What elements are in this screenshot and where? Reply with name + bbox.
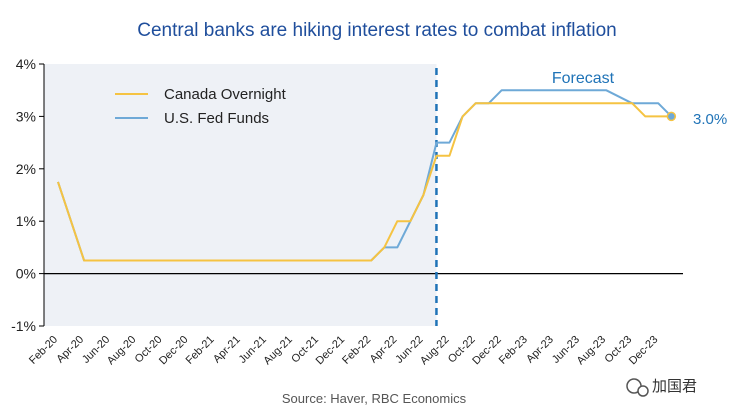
watermark: 加国君 — [626, 377, 697, 397]
x-tick-label: Feb-22 — [340, 334, 373, 367]
watermark-text: 加国君 — [652, 377, 697, 395]
x-tick-label: Aug-21 — [261, 334, 295, 368]
x-tick-label: Dec-21 — [314, 334, 348, 368]
x-tick-label: Apr-21 — [211, 334, 243, 366]
x-tick-label: Feb-20 — [27, 334, 60, 367]
legend-label-canada: Canada Overnight — [164, 86, 287, 103]
x-tick-label: Apr-23 — [524, 334, 556, 366]
x-tick-label: Dec-20 — [157, 334, 191, 368]
y-tick-label: 1% — [16, 213, 36, 229]
historical-shade — [44, 64, 437, 326]
end-value-label: 3.0% — [693, 111, 727, 128]
x-axis-ticks: Feb-20Apr-20Jun-20Aug-20Oct-20Dec-20Feb-… — [27, 334, 660, 368]
y-tick-label: 3% — [16, 108, 36, 124]
y-tick-label: 0% — [16, 266, 36, 282]
forecast-label: Forecast — [552, 70, 615, 87]
chart-title: Central banks are hiking interest rates … — [137, 20, 616, 41]
legend-label-us: U.S. Fed Funds — [164, 110, 269, 127]
wechat-icon-bubble — [637, 385, 649, 397]
y-axis-ticks: 4% 3% 2% 1% 0% -1% — [11, 56, 44, 334]
x-tick-label: Aug-23 — [575, 334, 609, 368]
y-tick-label: -1% — [11, 318, 36, 334]
x-tick-label: Feb-21 — [184, 334, 217, 367]
series-line-canada-overnight — [57, 102, 672, 262]
x-tick-label: Aug-20 — [105, 334, 139, 368]
x-tick-label: Apr-20 — [54, 334, 86, 366]
end-point-marker — [666, 111, 677, 122]
x-tick-label: Aug-22 — [418, 334, 452, 368]
y-tick-label: 4% — [16, 56, 36, 72]
x-tick-label: Dec-23 — [627, 334, 661, 368]
legend: Canada Overnight U.S. Fed Funds — [115, 86, 287, 127]
y-tick-label: 2% — [16, 161, 36, 177]
source-note: Source: Haver, RBC Economics — [282, 391, 467, 406]
x-tick-label: Feb-23 — [497, 334, 530, 367]
x-tick-label: Apr-22 — [368, 334, 400, 366]
series-lines — [57, 89, 673, 262]
x-tick-label: Dec-22 — [470, 334, 504, 368]
